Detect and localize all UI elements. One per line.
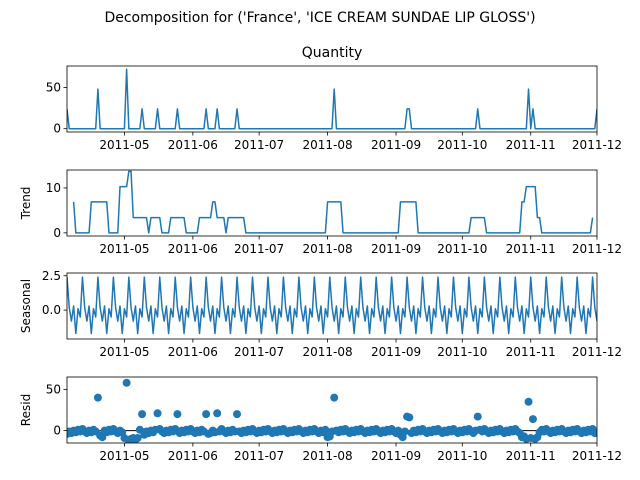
x-tick-label: 2011-05 xyxy=(99,138,149,152)
resid-point xyxy=(138,410,147,419)
x-tick-label: 2011-12 xyxy=(572,449,622,463)
x-tick-label: 2011-10 xyxy=(437,449,487,463)
panel-quantity: 0 50 2011-05 2011-06 2011-07 2011-08 2011-09 20… xyxy=(46,45,622,152)
x-tick-label: 2011-07 xyxy=(234,242,284,256)
x-tick-label: 2011-06 xyxy=(168,345,218,359)
x-tick-label: 2011-07 xyxy=(234,449,284,463)
x-tick-label: 2011-11 xyxy=(506,449,556,463)
axes-frame xyxy=(66,169,598,237)
y-tick-label: 50 xyxy=(46,382,61,396)
panel-title: Quantity xyxy=(302,45,363,61)
y-tick-label: 50 xyxy=(46,80,61,94)
x-tick-label: 2011-07 xyxy=(234,345,284,359)
x-tick-label: 2011-08 xyxy=(303,242,353,256)
x-tick-label: 2011-07 xyxy=(234,138,284,152)
x-tick-label: 2011-05 xyxy=(99,449,149,463)
resid-point xyxy=(593,429,597,438)
y-axis-label: Seasonal xyxy=(19,279,33,333)
x-tick-label: 2011-12 xyxy=(572,345,622,359)
resid-point xyxy=(473,412,482,421)
x-tick-label: 2011-05 xyxy=(99,345,149,359)
y-tick-label: 0 xyxy=(53,122,61,136)
resid-point xyxy=(528,415,537,424)
x-tick-label: 2011-08 xyxy=(303,138,353,152)
x-tick-label: 2011-12 xyxy=(572,242,622,256)
axes-frame xyxy=(66,376,598,444)
x-tick-label: 2011-10 xyxy=(437,242,487,256)
panel-seasonal: 0.0 2.5 2011-05 2011-06 2011-07 2011-08 2011-0… xyxy=(19,269,622,359)
x-tick-label: 2011-10 xyxy=(437,138,487,152)
resid-point xyxy=(173,410,182,419)
x-tick-label: 2011-09 xyxy=(371,242,421,256)
resid-point xyxy=(321,425,330,434)
y-tick-label: 0.0 xyxy=(42,303,61,317)
resid-point xyxy=(400,427,409,436)
plot-area xyxy=(67,276,597,335)
x-tick-label: 2011-09 xyxy=(371,138,421,152)
x-tick-label: 2011-05 xyxy=(99,242,149,256)
y-tick-label: 0 xyxy=(53,226,61,240)
y-tick-label: 10 xyxy=(46,181,61,195)
resid-point xyxy=(133,434,142,443)
panel-trend: 0 10 2011-05 2011-06 2011-07 2011-08 2011-09 20… xyxy=(19,169,622,256)
resid-point xyxy=(122,378,131,387)
x-tick-label: 2011-11 xyxy=(506,242,556,256)
resid-point xyxy=(233,410,242,419)
y-tick-label: 0 xyxy=(53,424,61,438)
plot-area xyxy=(67,378,597,443)
figure-title: Decomposition for ('France', 'ICE CREAM … xyxy=(104,10,535,26)
y-axis-label: Trend xyxy=(19,187,33,221)
axes-frame xyxy=(66,272,598,340)
x-tick-label: 2011-09 xyxy=(371,449,421,463)
resid-point xyxy=(330,393,339,402)
resid-point xyxy=(202,410,211,419)
resid-point xyxy=(524,397,533,406)
x-tick-label: 2011-08 xyxy=(303,449,353,463)
panel-resid: 0 50 2011-05 2011-06 2011-07 2011-08 2011-09 20… xyxy=(19,376,622,463)
plot-area xyxy=(72,170,594,234)
y-tick-label: 2.5 xyxy=(42,269,61,283)
plot-area xyxy=(67,68,597,130)
y-axis-label: Resid xyxy=(19,394,33,426)
resid-point xyxy=(93,393,102,402)
x-tick-label: 2011-09 xyxy=(371,345,421,359)
resid-point xyxy=(153,409,162,418)
x-tick-label: 2011-08 xyxy=(303,345,353,359)
x-tick-label: 2011-06 xyxy=(168,242,218,256)
series-line xyxy=(67,68,597,130)
axes-frame xyxy=(66,65,598,133)
resid-point xyxy=(213,409,222,418)
resid-point xyxy=(405,413,414,422)
x-tick-label: 2011-10 xyxy=(437,345,487,359)
x-tick-label: 2011-06 xyxy=(168,449,218,463)
series-line xyxy=(72,170,594,234)
x-tick-label: 2011-11 xyxy=(506,345,556,359)
series-line xyxy=(67,276,597,335)
x-tick-label: 2011-12 xyxy=(572,138,622,152)
x-tick-label: 2011-06 xyxy=(168,138,218,152)
x-tick-label: 2011-11 xyxy=(506,138,556,152)
